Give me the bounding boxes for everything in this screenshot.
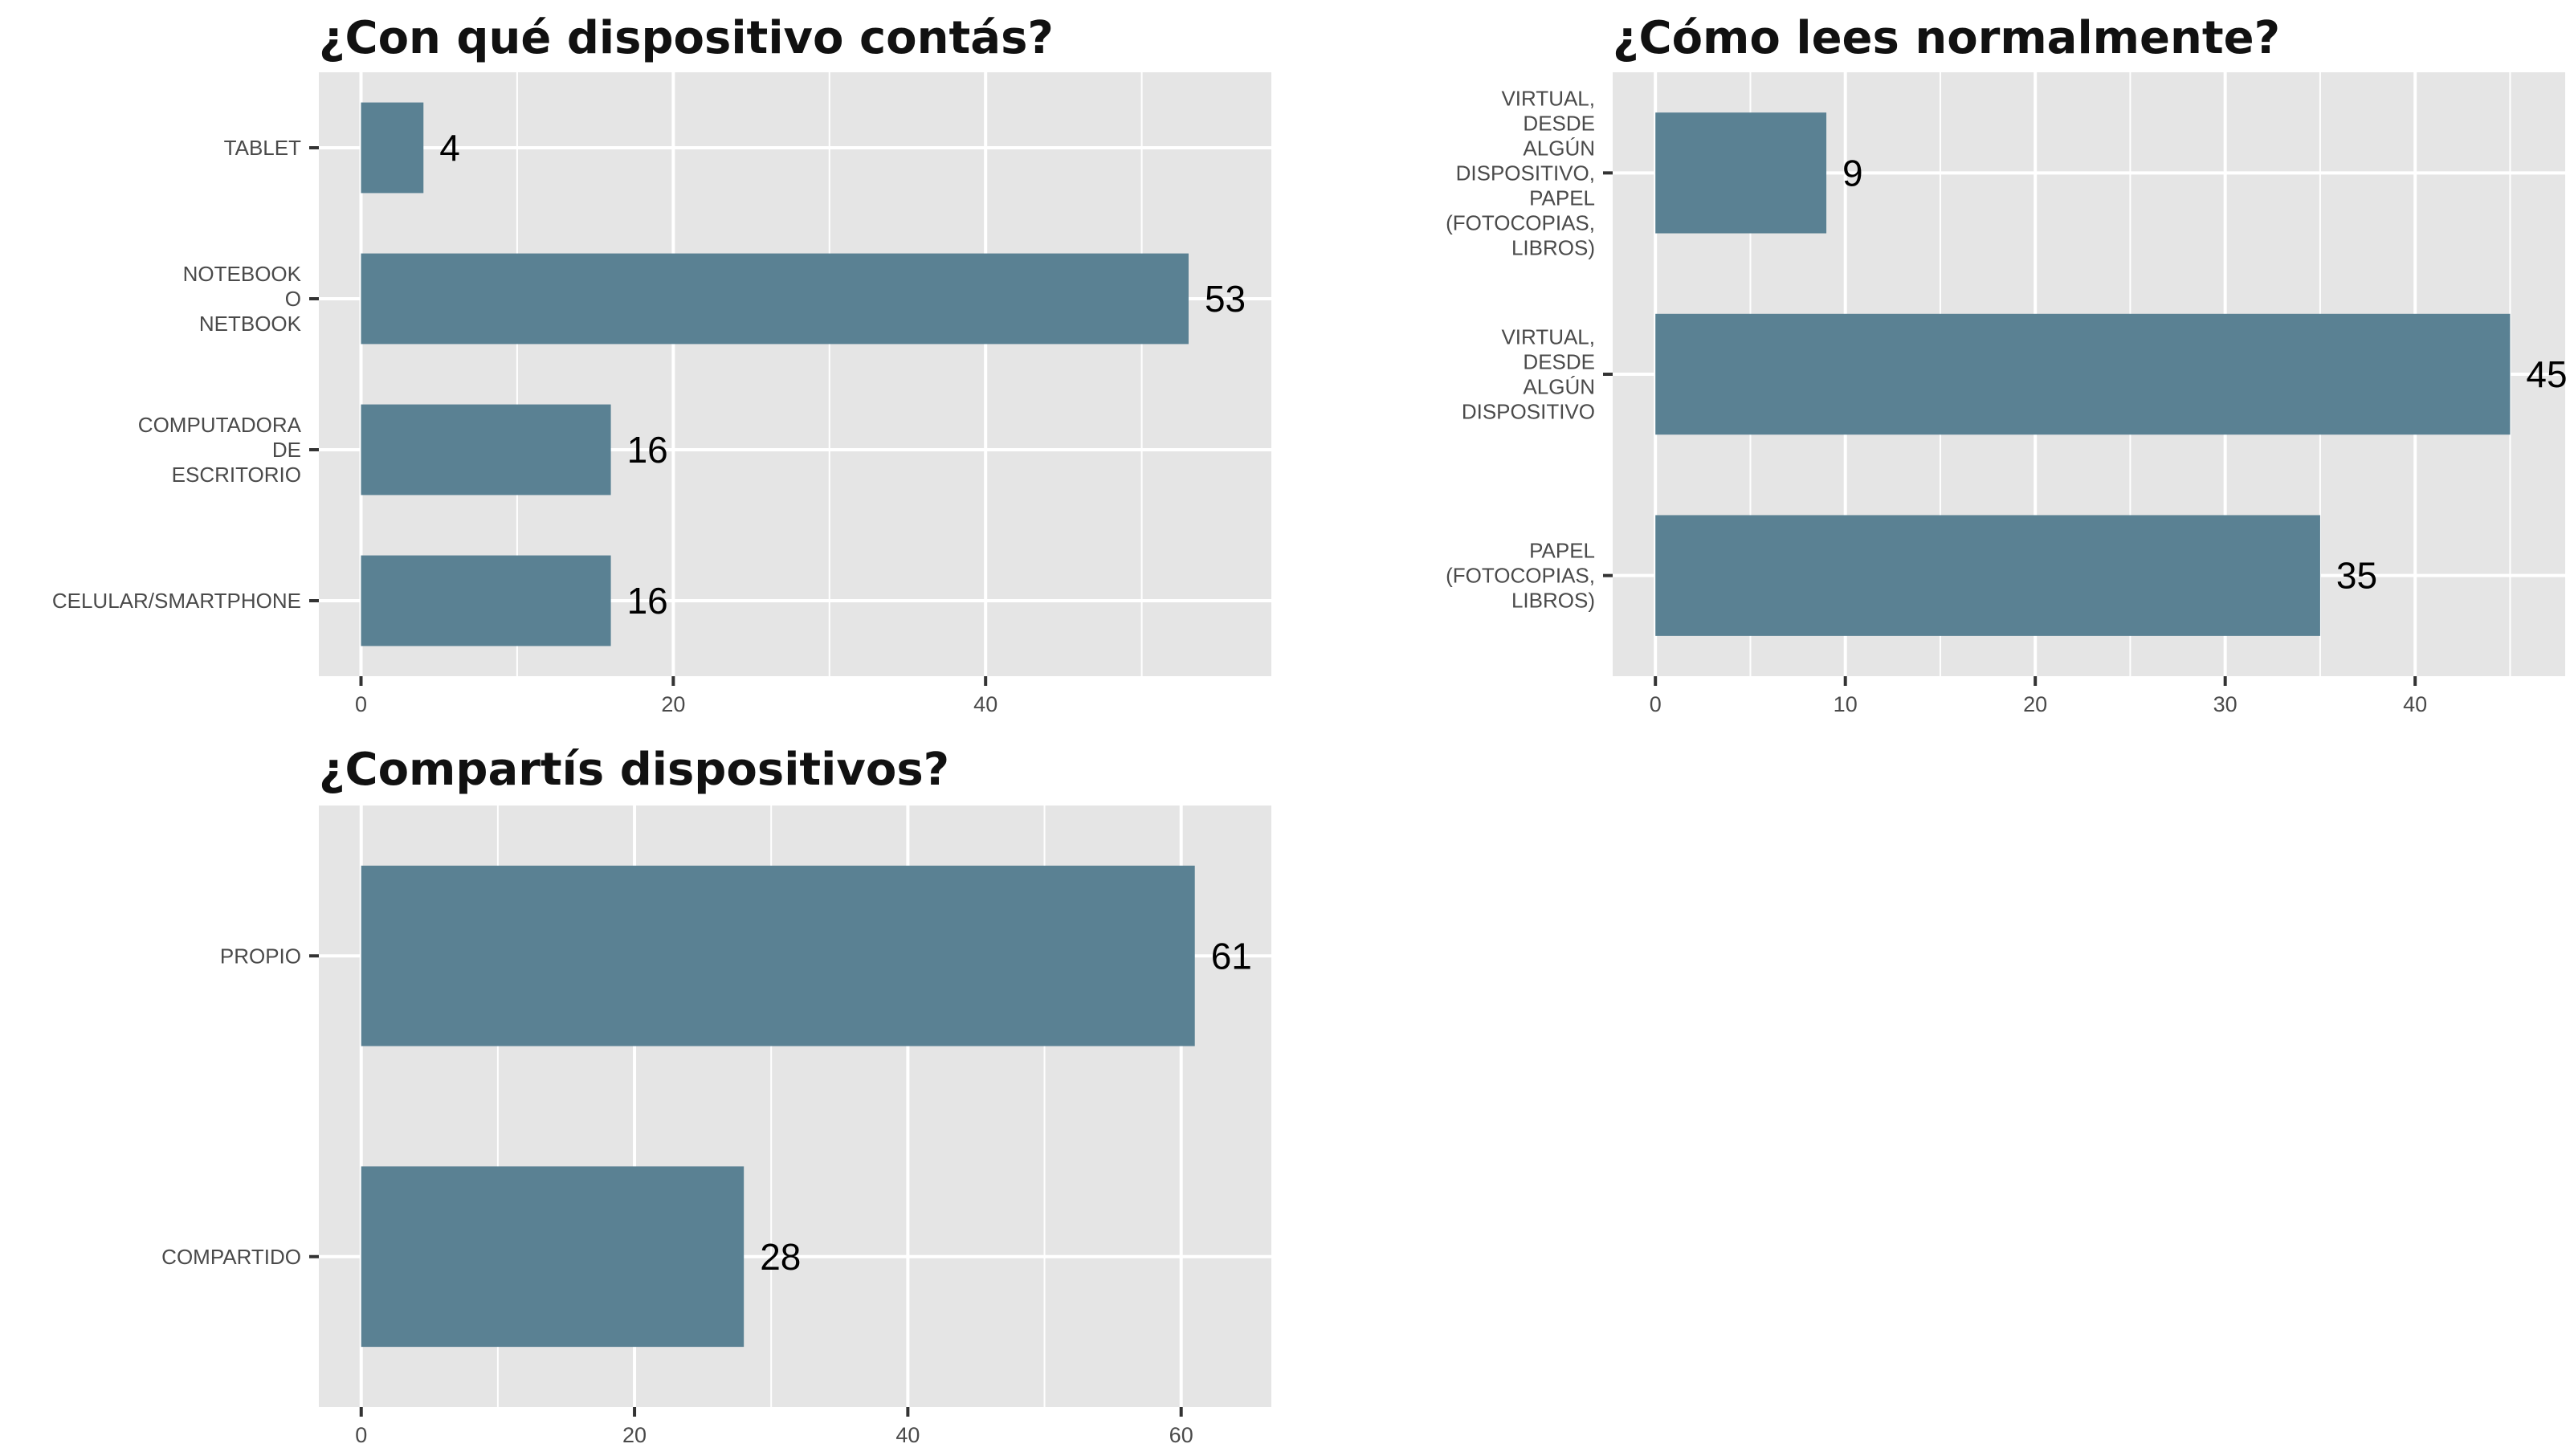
data-label: 28 [760, 1236, 801, 1278]
category-label-line: DESDE [1523, 111, 1595, 135]
category-label-line: VIRTUAL, [1501, 86, 1595, 110]
category-label: VIRTUAL, DESDE ALGÚN DISPOSITIVO, PAPEL (FOTO… [1446, 86, 1595, 259]
category-label-line: PAPEL [1529, 186, 1595, 210]
category-label-line: DE [272, 438, 301, 462]
category-label: PROPIO [220, 944, 301, 968]
category-label-line: PAPEL [1529, 539, 1595, 563]
data-label: 45 [2526, 353, 2567, 395]
bar [361, 253, 1189, 345]
category-label: NOTEBOOK O NETBOOK [183, 262, 302, 336]
category-label-line: ALGÚN [1523, 375, 1595, 399]
category-label-line: VIRTUAL, [1501, 325, 1595, 349]
data-label: 16 [627, 429, 668, 471]
category-label-line: LIBROS) [1511, 235, 1595, 259]
x-tick-label: 20 [2023, 692, 2047, 716]
data-label: 35 [2336, 555, 2377, 597]
x-tick-label: 40 [2403, 692, 2427, 716]
category-label: COMPUTADORA DE ESCRITORIO [138, 413, 302, 487]
x-tick-label: 40 [973, 692, 997, 716]
x-tick-label: 0 [1650, 692, 1662, 716]
chart-devices: 4 53 16 16 TABLET NOTEBOOK O NETBOOK COMPUTADORA… [52, 12, 1271, 716]
data-label: 61 [1211, 935, 1252, 977]
category-label: CELULAR/SMARTPHONE [52, 589, 301, 613]
x-tick-label: 30 [2213, 692, 2238, 716]
category-label-line: LIBROS) [1511, 589, 1595, 613]
chart-title: ¿Compartís dispositivos? [319, 744, 949, 796]
category-label-line: NETBOOK [199, 312, 302, 336]
data-label: 9 [1842, 152, 1863, 194]
category-label-line: TABLET [224, 136, 301, 160]
x-tick-label: 20 [622, 1423, 647, 1447]
category-label-line: ALGÚN [1523, 136, 1595, 160]
x-tick-label: 10 [1834, 692, 1858, 716]
bar [1655, 515, 2320, 636]
category-label-line: COMPUTADORA [138, 413, 302, 437]
x-tick-label: 60 [1169, 1423, 1193, 1447]
category-label-line: DISPOSITIVO [1462, 400, 1595, 424]
chart-title: ¿Con qué dispositivo contás? [319, 12, 1054, 64]
data-label: 16 [627, 580, 668, 622]
x-tick-label: 40 [895, 1423, 920, 1447]
bar [361, 1166, 744, 1348]
bar [361, 865, 1195, 1046]
bar [361, 404, 611, 496]
category-label-line: COMPARTIDO [161, 1245, 301, 1269]
category-label-line: PROPIO [220, 944, 301, 968]
category-label-line: (FOTOCOPIAS, [1446, 210, 1595, 235]
category-label: TABLET [224, 136, 301, 160]
category-label-line: O [285, 287, 301, 311]
data-label: 4 [439, 127, 460, 169]
category-label: VIRTUAL, DESDE ALGÚN DISPOSITIVO [1462, 325, 1595, 424]
category-label: PAPEL (FOTOCOPIAS, LIBROS) [1446, 539, 1595, 613]
data-label: 53 [1205, 278, 1246, 320]
x-tick-label: 20 [661, 692, 685, 716]
category-label-line: ESCRITORIO [172, 463, 301, 487]
bar [361, 102, 424, 194]
category-label-line: CELULAR/SMARTPHONE [52, 589, 301, 613]
category-label-line: DESDE [1523, 350, 1595, 374]
bar [1655, 313, 2511, 435]
category-label-line: NOTEBOOK [183, 262, 302, 286]
bar [361, 555, 611, 646]
chart-title: ¿Cómo lees normalmente? [1613, 12, 2280, 64]
x-tick-label: 0 [355, 692, 367, 716]
bar [1655, 112, 1827, 234]
x-tick-label: 0 [355, 1423, 367, 1447]
chart-sharing: 61 28 PROPIO COMPARTIDO 0 20 40 60 ¿Compartís di… [161, 744, 1271, 1447]
category-label-line: (FOTOCOPIAS, [1446, 564, 1595, 588]
category-label: COMPARTIDO [161, 1245, 301, 1269]
category-label-line: DISPOSITIVO, [1456, 161, 1595, 185]
